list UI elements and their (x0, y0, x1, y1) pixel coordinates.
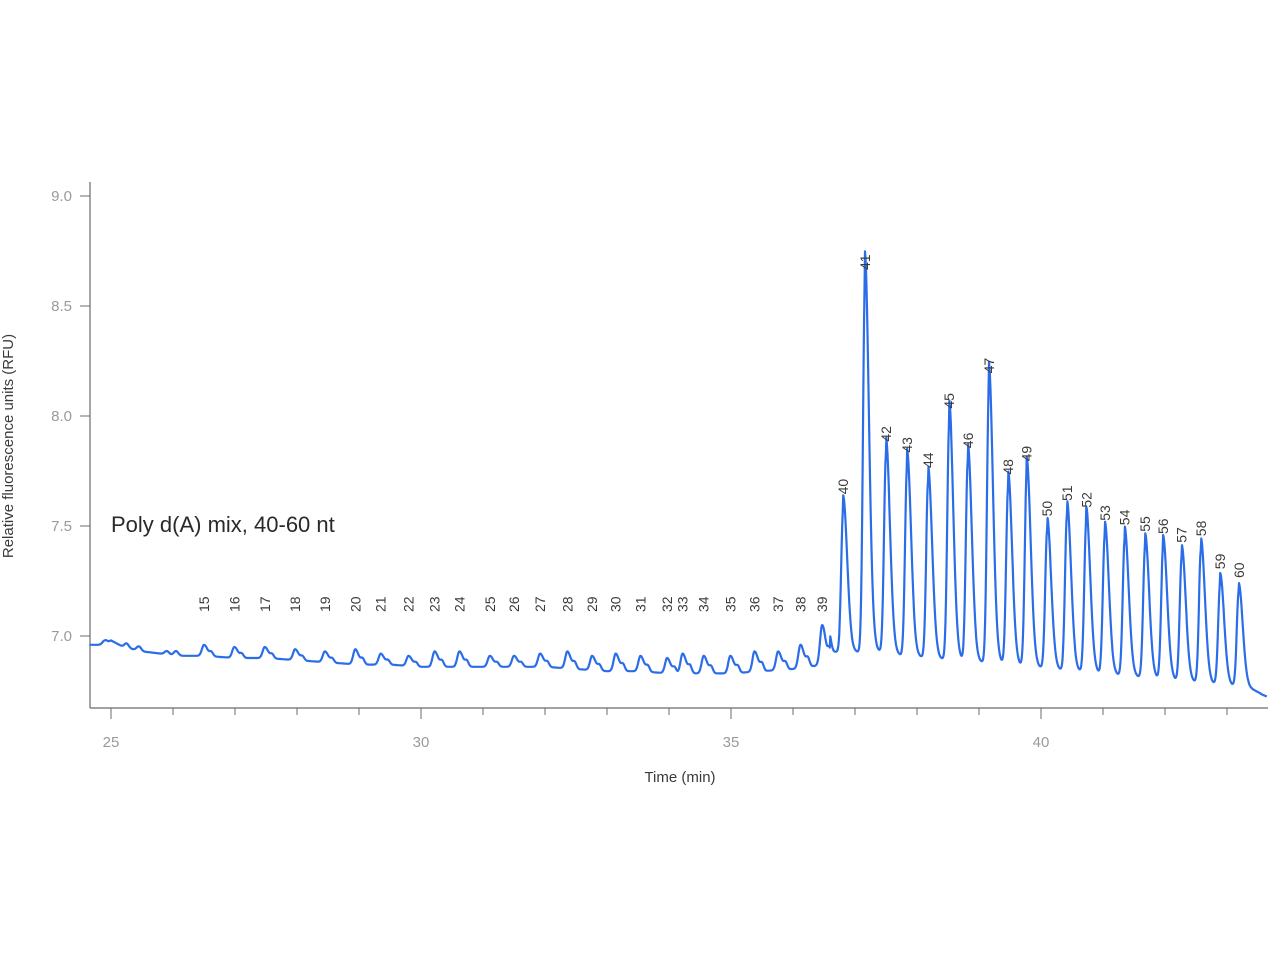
peak-label-20: 20 (347, 596, 363, 612)
peak-label-45: 45 (941, 393, 957, 409)
peak-label-53: 53 (1097, 505, 1113, 521)
peak-label-44: 44 (920, 452, 936, 468)
peak-label-52: 52 (1078, 492, 1094, 508)
peak-label-43: 43 (899, 437, 915, 453)
peak-label-48: 48 (1000, 459, 1016, 475)
peak-label-39: 39 (814, 596, 830, 612)
peak-labels: 15 16 17 18 19 20 21 22 23 24 25 26 27 28 29 30 31 32 33 34… (196, 254, 1247, 612)
y-tick-label: 9.0 (51, 188, 72, 205)
x-axis-title: Time (min) (644, 769, 715, 786)
peak-label-49: 49 (1019, 446, 1035, 462)
x-axis: 25 30 35 40 (90, 707, 1268, 751)
peak-label-37: 37 (770, 596, 786, 612)
peak-label-56: 56 (1155, 518, 1171, 534)
peak-label-22: 22 (401, 596, 417, 612)
sample-annotation: Poly d(A) mix, 40-60 nt (111, 512, 335, 537)
peak-label-29: 29 (584, 596, 600, 612)
peak-label-16: 16 (226, 596, 242, 612)
x-tick-label: 30 (413, 734, 430, 751)
peak-label-15: 15 (196, 596, 212, 612)
y-tick-label: 7.0 (51, 628, 72, 645)
peak-label-51: 51 (1059, 485, 1075, 501)
peak-label-41: 41 (857, 254, 873, 270)
peak-label-30: 30 (608, 596, 624, 612)
peak-label-17: 17 (257, 596, 273, 612)
x-tick-label: 40 (1033, 734, 1050, 751)
peak-label-55: 55 (1137, 516, 1153, 532)
peak-label-50: 50 (1039, 501, 1055, 517)
peak-label-28: 28 (559, 596, 575, 612)
y-axis-title: Relative fluorescence units (RFU) (0, 334, 17, 558)
peak-label-42: 42 (878, 426, 894, 442)
peak-label-36: 36 (747, 596, 763, 612)
peak-label-19: 19 (317, 596, 333, 612)
peak-label-40: 40 (835, 479, 851, 495)
peak-label-59: 59 (1212, 553, 1228, 569)
peak-label-21: 21 (373, 596, 389, 612)
peak-label-46: 46 (960, 432, 976, 448)
peak-label-26: 26 (506, 596, 522, 612)
peak-label-24: 24 (451, 596, 467, 612)
peak-label-18: 18 (287, 596, 303, 612)
peak-label-27: 27 (532, 596, 548, 612)
peak-label-32: 32 (659, 596, 675, 612)
y-tick-label: 8.5 (51, 298, 72, 315)
x-tick-label: 35 (723, 734, 740, 751)
peak-label-23: 23 (427, 596, 443, 612)
x-tick-label: 25 (103, 734, 120, 751)
y-tick-label: 8.0 (51, 408, 72, 425)
peak-label-57: 57 (1174, 527, 1190, 543)
fluorescence-trace (88, 250, 1268, 698)
peak-label-60: 60 (1231, 562, 1247, 578)
peak-label-35: 35 (722, 596, 738, 612)
peak-label-25: 25 (482, 596, 498, 612)
peak-label-54: 54 (1117, 509, 1133, 525)
peak-label-31: 31 (633, 596, 649, 612)
y-axis: 7.0 7.5 8.0 8.5 9.0 (51, 182, 91, 708)
peak-label-34: 34 (696, 596, 712, 612)
y-tick-label: 7.5 (51, 518, 72, 535)
peak-label-58: 58 (1193, 520, 1209, 536)
peak-label-33: 33 (675, 596, 691, 612)
peak-label-47: 47 (981, 358, 997, 374)
peak-label-38: 38 (792, 596, 808, 612)
